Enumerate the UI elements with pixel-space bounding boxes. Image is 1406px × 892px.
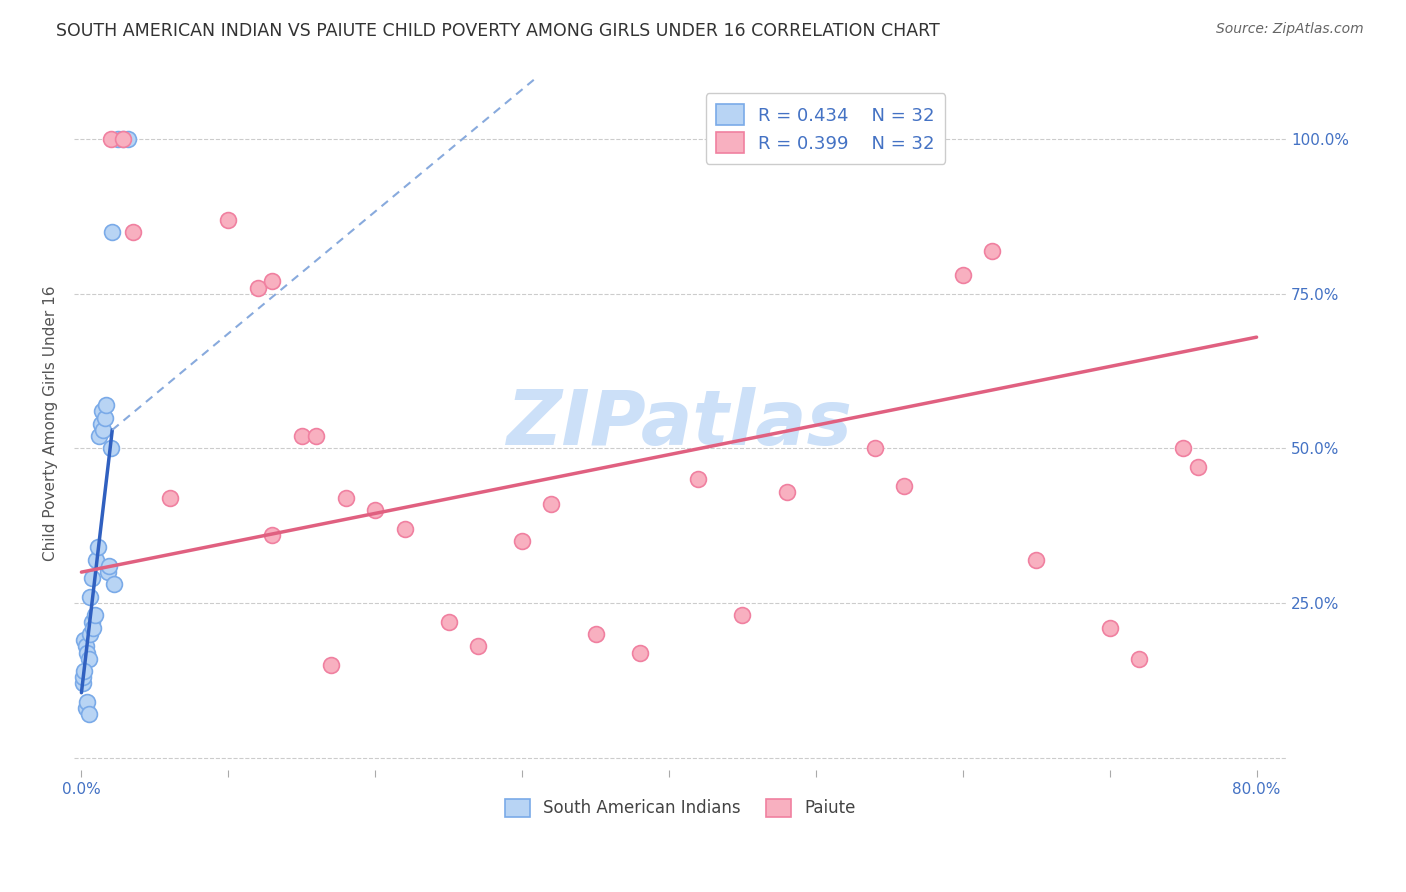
Point <box>100 132 122 146</box>
Point <box>893 478 915 492</box>
Point <box>75 640 97 654</box>
Point <box>335 491 357 505</box>
Y-axis label: Child Poverty Among Girls Under 16: Child Poverty Among Girls Under 16 <box>44 286 58 561</box>
Point <box>111 132 134 146</box>
Point <box>80 571 103 585</box>
Text: ZIPatlas: ZIPatlas <box>508 387 853 461</box>
Point <box>77 707 100 722</box>
Point <box>1025 553 1047 567</box>
Point <box>76 646 98 660</box>
Point <box>467 640 489 654</box>
Point <box>540 497 562 511</box>
Point <box>246 281 269 295</box>
Point <box>73 664 96 678</box>
Point <box>510 534 533 549</box>
Point <box>305 429 328 443</box>
Point <box>585 627 607 641</box>
Legend: South American Indians, Paiute: South American Indians, Paiute <box>498 792 862 824</box>
Point <box>952 268 974 283</box>
Point <box>437 615 460 629</box>
Point <box>86 541 108 555</box>
Point <box>1098 621 1121 635</box>
Point <box>1128 651 1150 665</box>
Point <box>1171 442 1194 456</box>
Point <box>97 565 120 579</box>
Point <box>82 621 104 635</box>
Point <box>291 429 314 443</box>
Text: SOUTH AMERICAN INDIAN VS PAIUTE CHILD POVERTY AMONG GIRLS UNDER 16 CORRELATION C: SOUTH AMERICAN INDIAN VS PAIUTE CHILD PO… <box>56 22 941 40</box>
Point <box>731 608 754 623</box>
Point <box>262 275 284 289</box>
Point <box>83 608 105 623</box>
Point <box>90 417 112 431</box>
Point <box>72 676 94 690</box>
Point <box>87 429 110 443</box>
Point <box>111 132 134 146</box>
Point <box>100 442 122 456</box>
Point <box>96 398 118 412</box>
Point <box>94 410 117 425</box>
Point <box>364 503 387 517</box>
Point <box>77 651 100 665</box>
Point <box>121 225 143 239</box>
Point <box>321 657 343 672</box>
Point <box>79 627 101 641</box>
Point <box>262 528 284 542</box>
Point <box>394 522 416 536</box>
Point <box>775 484 797 499</box>
Point <box>628 646 651 660</box>
Point <box>103 577 125 591</box>
Point <box>76 695 98 709</box>
Point <box>101 225 124 239</box>
Point <box>159 491 181 505</box>
Point <box>75 701 97 715</box>
Text: Source: ZipAtlas.com: Source: ZipAtlas.com <box>1216 22 1364 37</box>
Point <box>981 244 1004 258</box>
Point <box>107 132 129 146</box>
Point <box>84 553 107 567</box>
Point <box>73 633 96 648</box>
Point <box>98 558 121 573</box>
Point <box>93 423 115 437</box>
Point <box>688 472 710 486</box>
Point <box>117 132 139 146</box>
Point <box>80 615 103 629</box>
Point <box>79 590 101 604</box>
Point <box>91 404 114 418</box>
Point <box>72 670 94 684</box>
Point <box>863 442 886 456</box>
Point <box>217 212 239 227</box>
Point <box>1187 460 1209 475</box>
